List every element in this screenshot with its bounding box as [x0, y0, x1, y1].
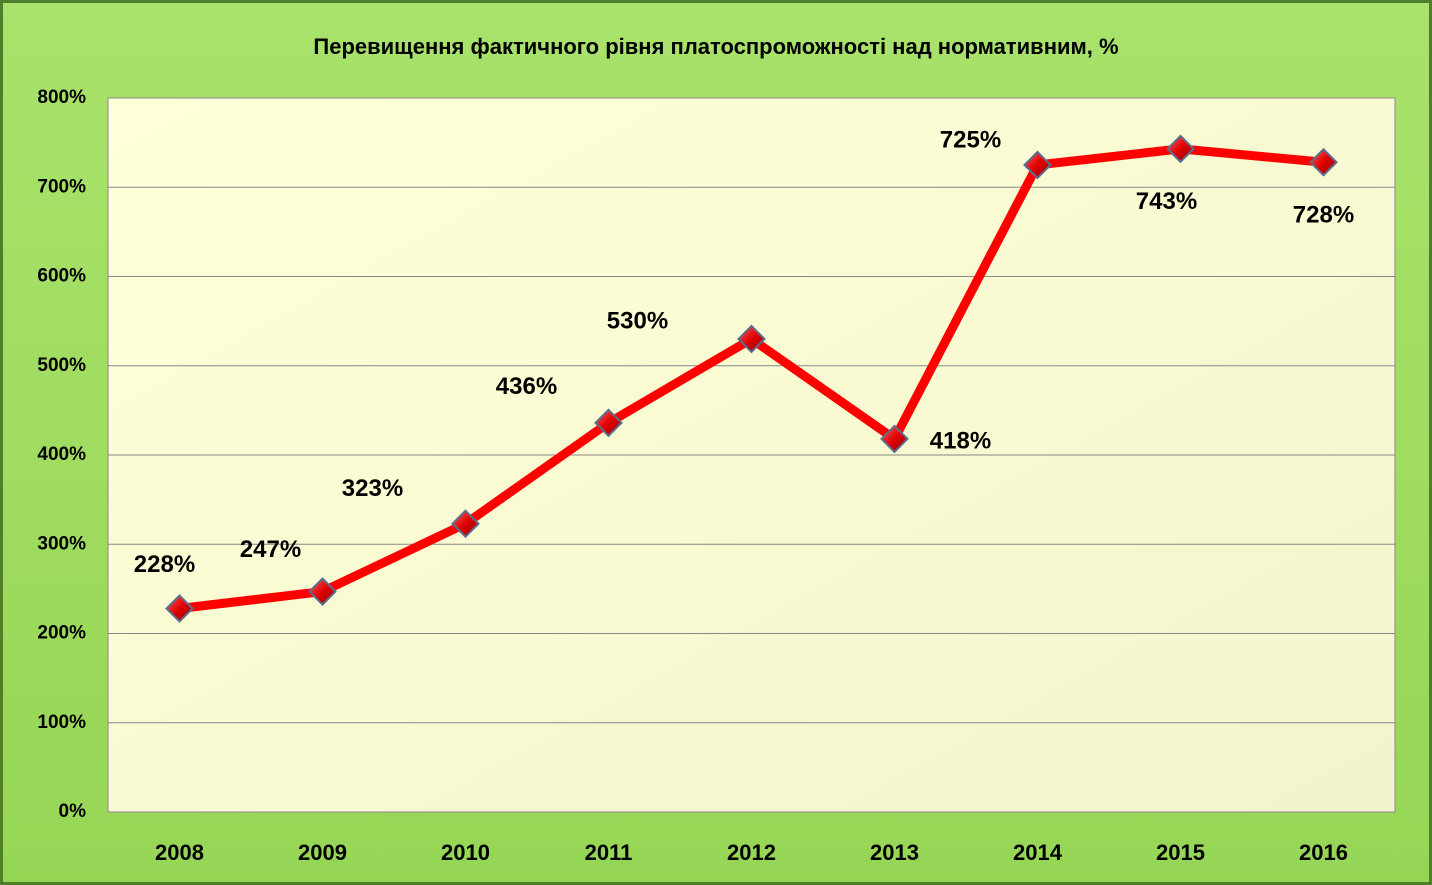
x-tick-label: 2010: [441, 840, 490, 865]
marker: [451, 509, 480, 539]
y-tick-label: 300%: [37, 533, 86, 554]
marker: [308, 577, 337, 606]
y-tick-label: 400%: [37, 444, 86, 465]
y-tick-label: 0%: [59, 801, 87, 822]
x-tick-label: 2012: [727, 840, 776, 865]
marker: [165, 594, 194, 623]
data-label: 530%: [607, 307, 668, 334]
marker: [1309, 147, 1338, 177]
y-tick-label: 800%: [37, 87, 86, 108]
x-tick-label: 2008: [155, 840, 204, 865]
y-tick-label: 500%: [37, 355, 86, 376]
marker: [1023, 150, 1052, 180]
marker: [594, 408, 623, 438]
chart-title: Перевищення фактичного рівня платоспромо…: [313, 34, 1118, 59]
data-label: 725%: [940, 126, 1001, 153]
x-tick-label: 2009: [298, 840, 347, 865]
x-tick-label: 2016: [1299, 840, 1348, 865]
data-label: 323%: [342, 475, 403, 502]
x-tick-label: 2013: [870, 840, 919, 865]
x-tick-label: 2014: [1013, 840, 1063, 865]
data-label: 743%: [1136, 188, 1197, 215]
data-label: 418%: [930, 427, 991, 454]
data-label: 247%: [240, 536, 301, 563]
marker: [737, 324, 766, 354]
y-tick-label: 600%: [37, 266, 86, 287]
data-label: 436%: [496, 373, 557, 400]
y-tick-label: 200%: [37, 623, 86, 644]
data-label: 728%: [1293, 202, 1354, 229]
marker: [1166, 134, 1195, 164]
data-label: 228%: [134, 551, 195, 578]
y-tick-label: 100%: [37, 712, 86, 733]
x-tick-label: 2015: [1156, 840, 1205, 865]
y-tick-label: 700%: [37, 176, 86, 197]
marker: [880, 424, 909, 454]
x-tick-label: 2011: [585, 840, 633, 865]
